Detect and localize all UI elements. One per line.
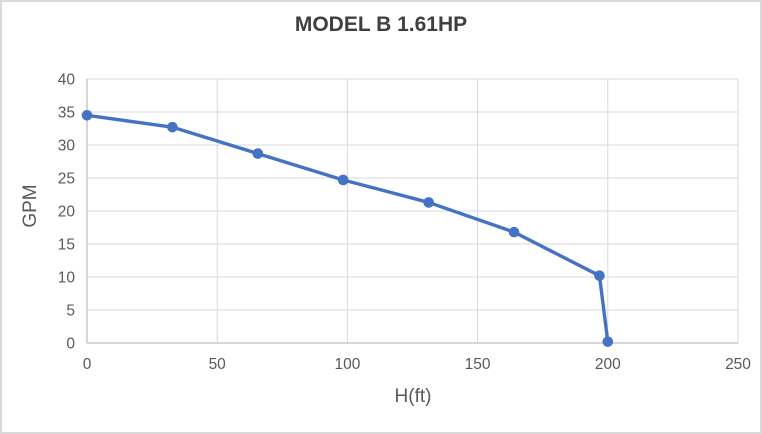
y-tick-label: 30 xyxy=(58,138,76,155)
data-point-marker xyxy=(252,148,264,159)
chart-title: MODEL B 1.61HP xyxy=(294,13,468,36)
data-point-marker xyxy=(167,121,178,133)
y-tick-label: 20 xyxy=(58,204,76,221)
y-tick-label: 5 xyxy=(66,303,75,320)
y-tick-label: 40 xyxy=(58,72,76,89)
x-tick-label: 150 xyxy=(465,356,491,373)
x-tick-label: 0 xyxy=(83,356,92,373)
x-tick-label: 200 xyxy=(595,356,621,373)
y-tick-label: 0 xyxy=(66,336,75,353)
x-tick-label: 50 xyxy=(209,356,227,373)
x-tick-label: 250 xyxy=(725,356,751,373)
series-line xyxy=(85,113,610,344)
x-axis-title: H(ft) xyxy=(394,386,432,407)
y-tick-label: 10 xyxy=(58,270,76,287)
x-tick-label: 100 xyxy=(334,356,360,373)
y-tick-label: 15 xyxy=(58,237,75,254)
data-point-marker xyxy=(508,226,520,238)
y-tick-label: 35 xyxy=(58,105,75,122)
data-point-marker xyxy=(423,197,434,208)
data-point-marker xyxy=(337,174,349,186)
y-tick-label: 25 xyxy=(58,171,75,188)
data-point-marker xyxy=(594,270,605,281)
data-point-marker xyxy=(81,110,93,121)
data-point-marker xyxy=(602,336,614,347)
